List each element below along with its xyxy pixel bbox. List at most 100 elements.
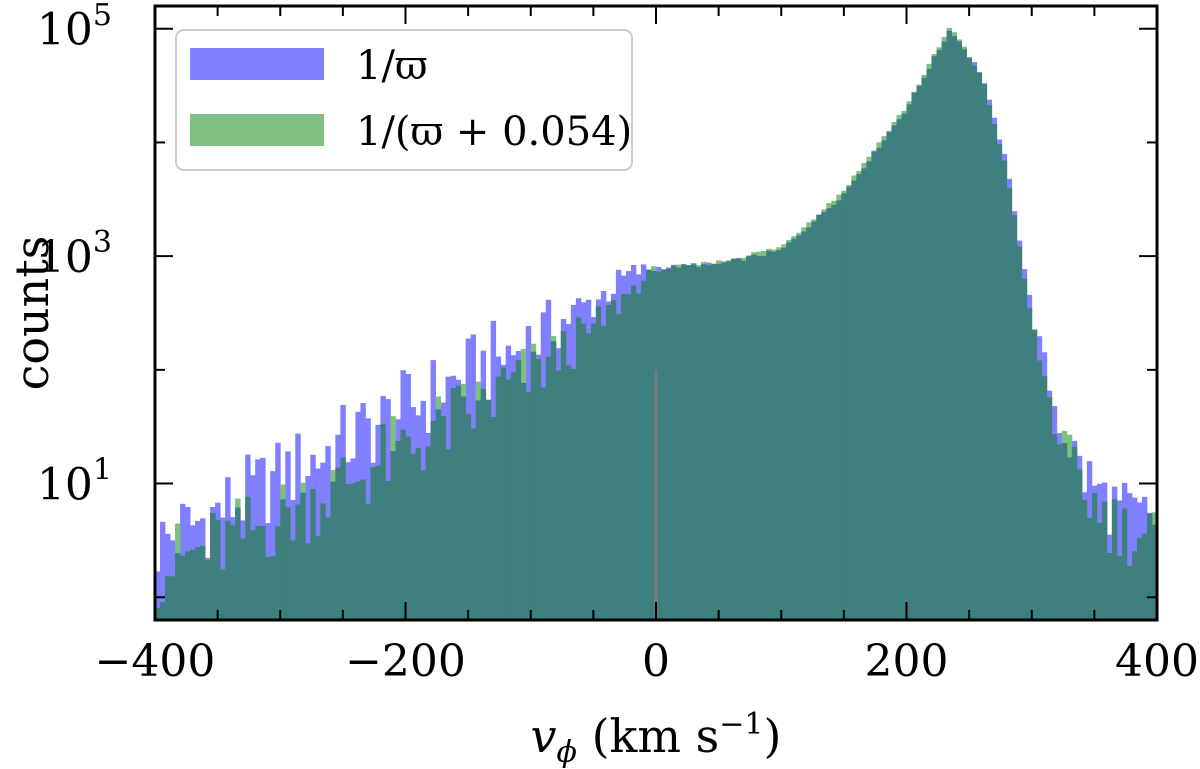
bar-overlap bbox=[550, 341, 557, 620]
bar-overlap bbox=[580, 323, 587, 620]
bar-overlap bbox=[160, 601, 166, 620]
bar-overlap bbox=[630, 285, 637, 620]
bar-overlap bbox=[1151, 524, 1158, 620]
bar-overlap bbox=[615, 314, 622, 620]
bar-overlap bbox=[791, 238, 797, 620]
bar-overlap bbox=[390, 451, 396, 620]
axis-ticks bbox=[154, 6, 1158, 620]
bar-overlap bbox=[861, 168, 867, 620]
bar-overlap bbox=[761, 255, 767, 620]
bar-overlap bbox=[365, 503, 371, 620]
bar-overlap bbox=[1131, 551, 1138, 620]
bar-overlap bbox=[425, 446, 431, 620]
bar-overlap bbox=[1056, 444, 1063, 620]
bar-series-1 bbox=[220, 517, 226, 620]
bar-overlap bbox=[991, 123, 998, 620]
bar-overlap bbox=[786, 242, 792, 620]
bar-overlap bbox=[325, 517, 331, 620]
bar-overlap bbox=[585, 333, 592, 620]
bar-overlap bbox=[776, 249, 782, 620]
bar-overlap bbox=[1061, 442, 1068, 620]
bar-overlap bbox=[1001, 160, 1008, 620]
bar-overlap bbox=[901, 113, 907, 621]
bar-overlap bbox=[445, 449, 451, 620]
bar-overlap bbox=[881, 140, 887, 620]
bar-overlap bbox=[751, 254, 757, 621]
bar-overlap bbox=[1016, 246, 1023, 621]
bar-overlap bbox=[796, 235, 802, 621]
legend: 1/ϖ 1/(ϖ + 0.054) bbox=[175, 29, 633, 171]
bar-overlap bbox=[926, 68, 932, 621]
bar-overlap bbox=[405, 436, 411, 620]
bar-overlap bbox=[956, 41, 963, 621]
bar-overlap bbox=[801, 231, 807, 620]
bar-overlap bbox=[320, 503, 326, 620]
bar-overlap bbox=[380, 424, 386, 620]
bar-overlap bbox=[525, 391, 532, 620]
bar-overlap bbox=[731, 258, 737, 620]
bar-overlap bbox=[275, 526, 281, 620]
bar-overlap bbox=[816, 214, 822, 621]
bar-overlap bbox=[1036, 360, 1043, 620]
bar-overlap bbox=[505, 379, 512, 620]
bar-overlap bbox=[520, 382, 527, 620]
bar-overlap bbox=[936, 49, 942, 621]
bar-overlap bbox=[495, 376, 502, 620]
legend-label-1: 1/ϖ bbox=[356, 43, 428, 89]
bar-overlap bbox=[1096, 522, 1103, 620]
bar-overlap bbox=[200, 545, 206, 620]
bar-overlap bbox=[555, 370, 562, 620]
bar-overlap bbox=[666, 268, 672, 620]
bar-overlap bbox=[856, 173, 862, 620]
bar-overlap bbox=[315, 536, 321, 620]
bar-overlap bbox=[711, 264, 717, 620]
bar-overlap bbox=[420, 470, 426, 620]
x-tick-labels: −400 −200 0 200 400 bbox=[95, 636, 1199, 687]
bar-overlap bbox=[350, 483, 356, 620]
bar-overlap bbox=[305, 543, 311, 620]
y-axis-label: counts bbox=[5, 236, 59, 391]
bar-overlap bbox=[605, 304, 612, 620]
bar-overlap bbox=[931, 56, 937, 621]
bar-overlap bbox=[430, 420, 436, 620]
bar-overlap bbox=[355, 481, 361, 620]
bar-overlap bbox=[876, 147, 882, 620]
bar-overlap bbox=[285, 507, 291, 620]
bar-overlap bbox=[851, 180, 857, 621]
bar-overlap bbox=[771, 251, 777, 620]
bar-overlap bbox=[475, 400, 482, 620]
bar-overlap bbox=[155, 607, 161, 620]
bar-overlap bbox=[600, 325, 607, 620]
bar-series-1 bbox=[1126, 493, 1133, 620]
bar-overlap bbox=[811, 221, 817, 621]
x-tick-label: −400 bbox=[95, 636, 216, 687]
bar-overlap bbox=[716, 263, 722, 620]
bar-overlap bbox=[510, 372, 517, 620]
y-tick-label: 103 bbox=[37, 225, 112, 283]
bar-overlap bbox=[806, 227, 812, 620]
bar-overlap bbox=[185, 551, 191, 620]
bar-overlap bbox=[595, 306, 602, 620]
bar-overlap bbox=[500, 367, 507, 620]
bar-overlap bbox=[265, 556, 271, 620]
bar-overlap bbox=[846, 186, 852, 620]
bar-overlap bbox=[340, 457, 346, 620]
bar-overlap bbox=[375, 465, 381, 620]
bar-overlap bbox=[696, 267, 702, 620]
bar-overlap bbox=[360, 479, 366, 620]
bar-overlap bbox=[961, 49, 968, 621]
bar-overlap bbox=[706, 265, 712, 620]
bar-overlap bbox=[821, 212, 827, 620]
bar-overlap bbox=[871, 151, 877, 621]
bar-overlap bbox=[741, 260, 747, 620]
bar-overlap bbox=[540, 387, 547, 620]
bar-overlap bbox=[635, 293, 642, 620]
y-tick-label: 101 bbox=[37, 453, 112, 511]
bar-overlap bbox=[255, 525, 261, 620]
bar-overlap bbox=[1086, 518, 1093, 620]
bar-overlap bbox=[215, 519, 221, 620]
bar-overlap bbox=[886, 132, 892, 620]
bar-overlap bbox=[235, 507, 241, 620]
bar-overlap bbox=[460, 396, 467, 620]
bar-overlap bbox=[841, 193, 847, 620]
